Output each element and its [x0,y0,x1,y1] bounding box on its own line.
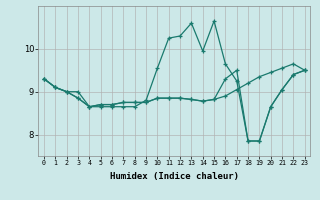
X-axis label: Humidex (Indice chaleur): Humidex (Indice chaleur) [110,172,239,181]
